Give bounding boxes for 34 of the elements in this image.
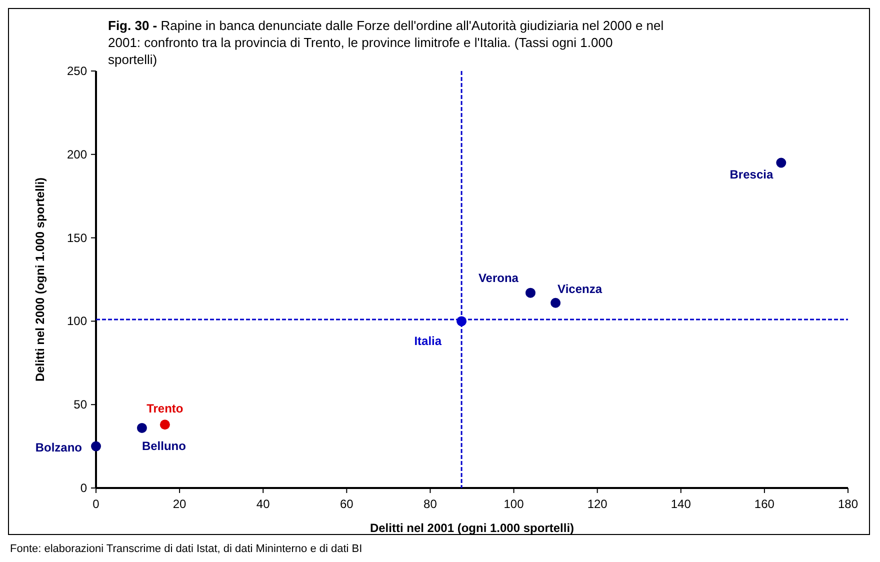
x-tick-label: 20: [172, 497, 187, 511]
point: [776, 158, 786, 168]
y-tick-label: 100: [66, 314, 88, 328]
series-label: Italia: [414, 334, 442, 348]
y-tick-label: 200: [66, 147, 88, 162]
series-label: Bolzano: [35, 440, 82, 454]
chart-title: Fig. 30 - Rapine in banca denunciate dalle Forze dell'ordine all'Autorità giudiziaria nel 2000 e nel 2001: confronto tra la provincia di Trento, le province limitrofe e l'Italia. (Tassi ogni 1.000 sportelli): [108, 18, 664, 67]
x-tick-label: 0: [92, 497, 100, 511]
y-tick-label: 0: [80, 481, 88, 495]
point: [91, 441, 101, 452]
x-tick-label: 60: [340, 497, 354, 511]
series-label: Vicenza: [558, 282, 602, 296]
y-axis-title: Delitti nel 2000 (ogni 1.000 sportelli): [33, 177, 47, 382]
point: [550, 298, 561, 308]
point: [525, 288, 536, 298]
x-tick-label: 40: [256, 497, 270, 511]
source-note: Fonte: elaborazioni Transcrime di dati Istat, di dati Mininterno e di dati BI: [10, 543, 362, 555]
series-label: Brescia: [730, 168, 774, 182]
point: [456, 316, 467, 326]
y-tick-label: 150: [66, 230, 88, 245]
x-tick-label: 180: [838, 497, 858, 511]
point: [136, 422, 147, 433]
x-tick-label: 120: [587, 497, 608, 511]
x-tick-label: 160: [754, 497, 775, 511]
point: [160, 420, 170, 430]
series-label: Trento: [146, 402, 184, 416]
x-tick-label: 100: [504, 497, 524, 511]
x-tick-label: 80: [424, 497, 438, 511]
series-label: Verona: [478, 270, 519, 285]
x-axis-title: Delitti nel 2001 (ogni 1.000 sportelli): [370, 521, 574, 535]
y-tick-label: 250: [66, 64, 88, 78]
series-label: Belluno: [142, 438, 186, 453]
y-tick-label: 50: [74, 398, 88, 412]
x-tick-label: 140: [670, 497, 692, 511]
